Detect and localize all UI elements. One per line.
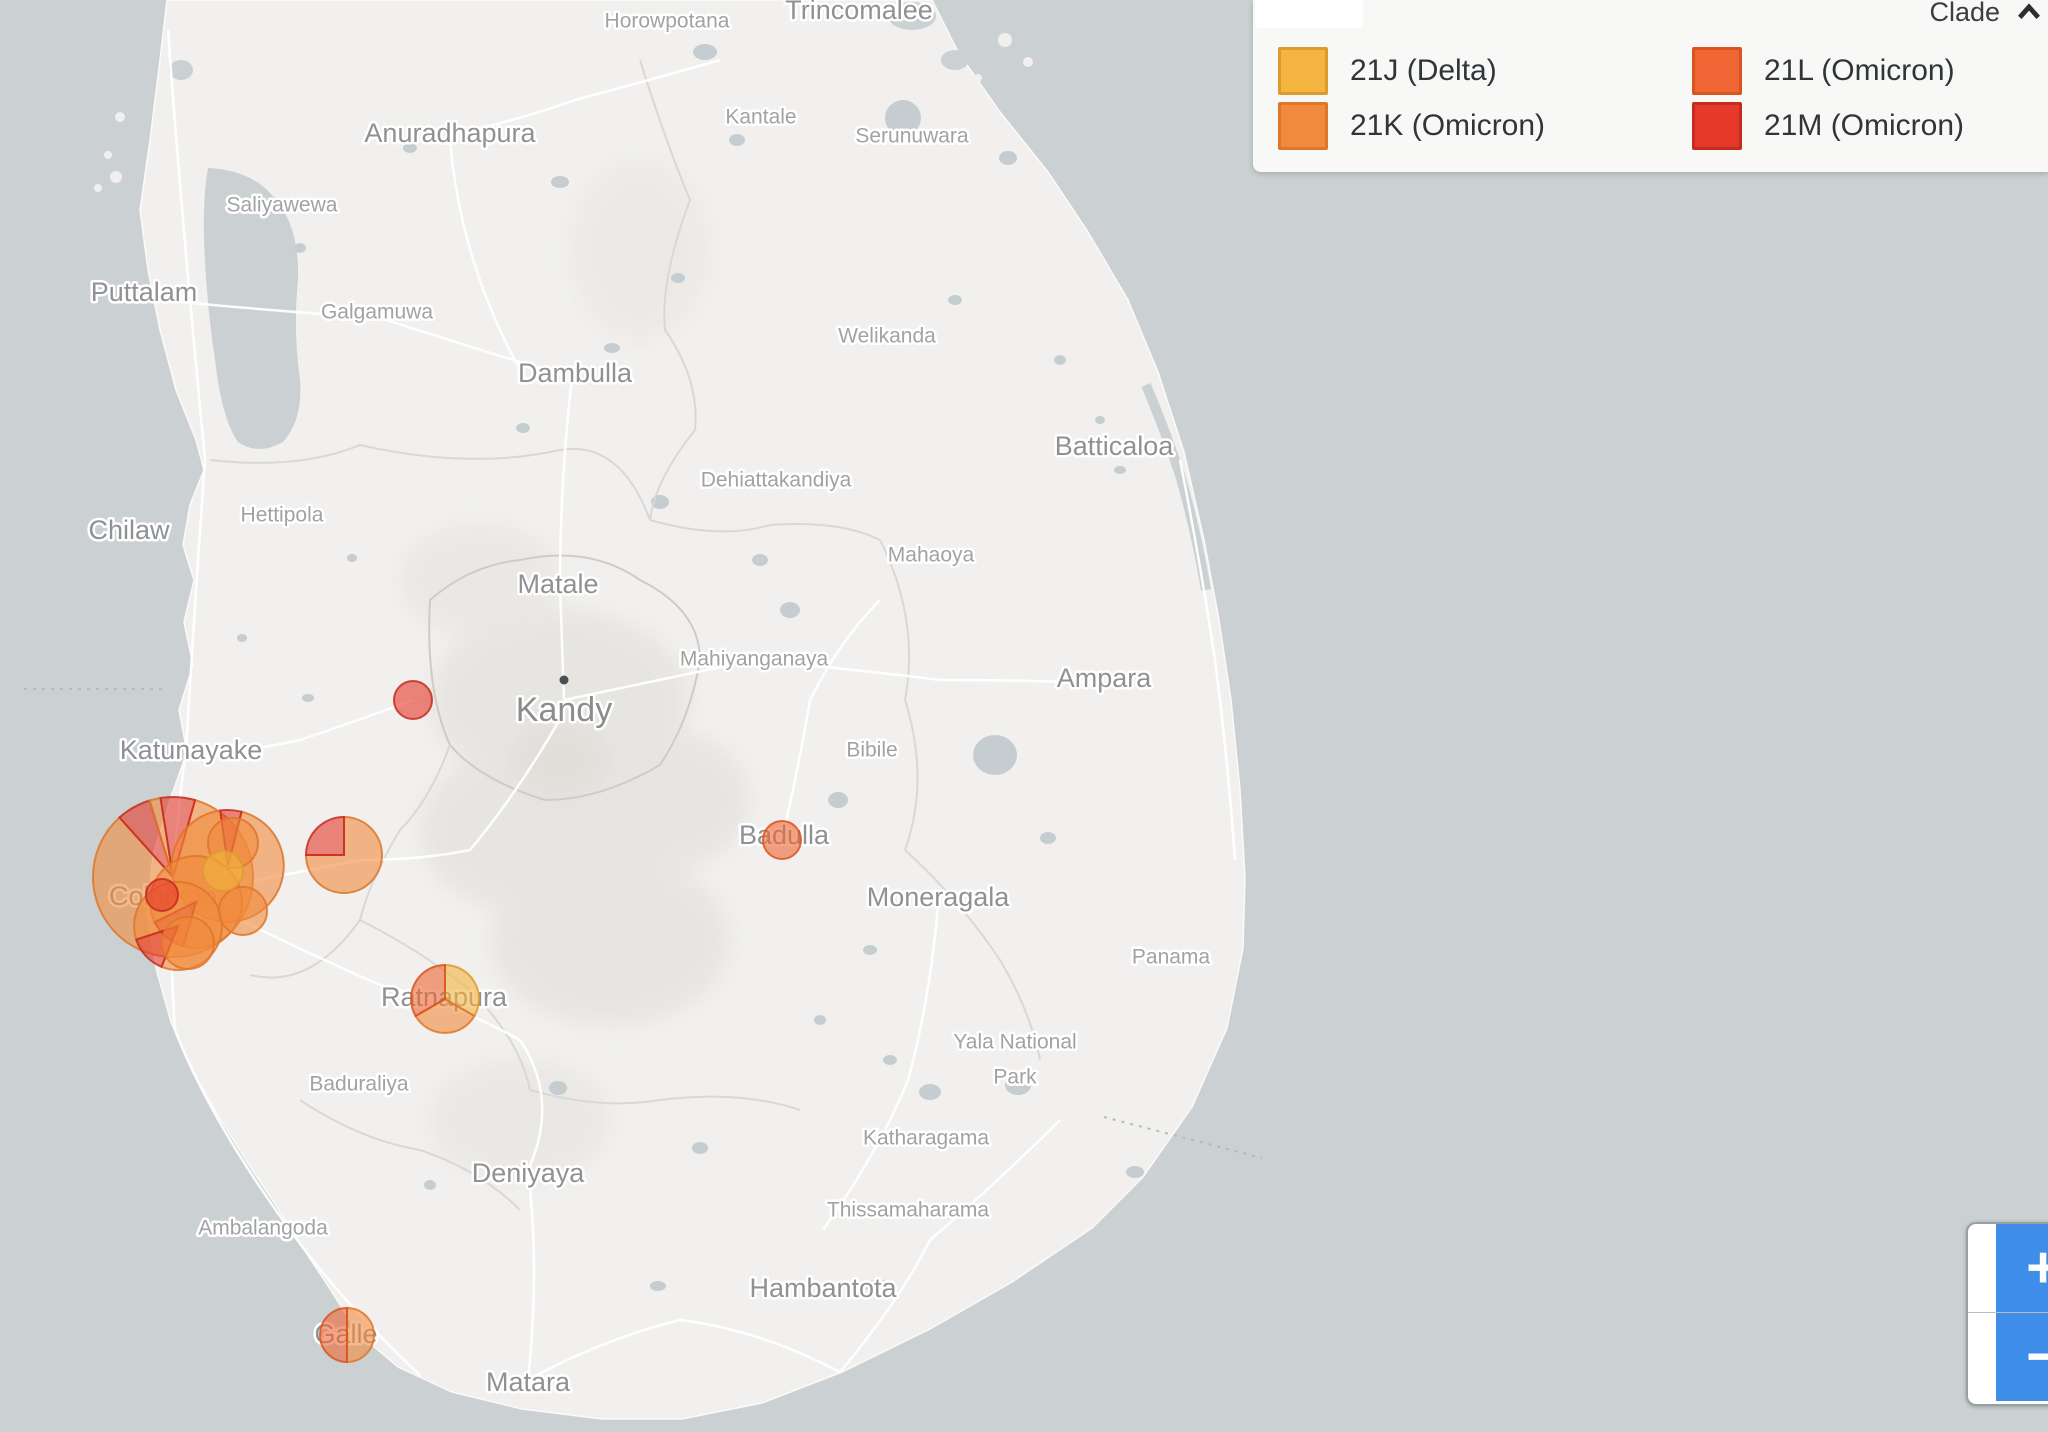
place-label: Hambantota (749, 1273, 897, 1303)
place-label: Katunayake (120, 735, 263, 765)
district-boundaries (209, 59, 1041, 1211)
place-label: Moneragala (867, 882, 1011, 912)
clade-label: 21J (Delta) (1350, 54, 1497, 87)
place-label: Hettipola (241, 504, 324, 527)
clade-color-swatch (1692, 47, 1742, 95)
place-label: Anuradhapura (364, 118, 536, 148)
place-label: Yala National (953, 1031, 1076, 1054)
deme-pie-slice-21L[interactable] (410, 963, 446, 1018)
place-label: Katharagama (863, 1127, 989, 1150)
map-zoom-control: + − (1966, 1222, 2048, 1406)
islets (94, 33, 1177, 615)
clade-legend-panel: Clade 21J (Delta) 21L (Omicron) 21K (Omicr… (1253, 0, 2048, 172)
roads (159, 29, 1237, 1382)
deme-pie-slice-21M[interactable] (393, 680, 433, 720)
place-label: Kantale (725, 106, 796, 129)
place-label: Serunuwara (855, 125, 969, 148)
place-label: Saliyawewa (227, 194, 338, 217)
place-label: Mahiyanganaya (680, 648, 829, 671)
place-label: Welikanda (838, 325, 936, 348)
place-label: Dehiattakandiya (701, 469, 852, 492)
place-label: Dambulla (518, 358, 633, 388)
place-label: Bibile (846, 739, 897, 762)
place-label: Matale (517, 569, 598, 599)
place-label: Baduraliya (309, 1073, 409, 1096)
place-label: Galgamuwa (321, 301, 433, 324)
legend-corner-notch (1255, 0, 1363, 28)
deme-pie-slice-21K[interactable] (304, 815, 383, 894)
place-label: Trincomalee (785, 0, 933, 25)
place-labels: Horowpotana Trincomalee Anuradhapura Kantal… (86, 0, 1213, 1400)
legend-items: 21J (Delta) 21L (Omicron) 21K (Omicron) 21M… (1278, 47, 1964, 150)
clade-demes[interactable] (91, 680, 802, 1364)
place-label: Ampara (1057, 663, 1153, 693)
place-label: Panama (1132, 946, 1211, 969)
zoom-out-button[interactable]: − (1968, 1312, 2048, 1401)
clade-color-swatch (1692, 102, 1742, 150)
legend-title: Clade (1929, 0, 2000, 27)
legend-item-21M[interactable]: 21M (Omicron) (1692, 102, 1964, 150)
city-dot (559, 675, 569, 685)
deme-pie-slice-21J[interactable] (202, 850, 244, 892)
deme-pie-slice-21M[interactable] (145, 878, 179, 912)
place-label: Batticaloa (1055, 431, 1175, 461)
deme-pie-slice-21L[interactable] (319, 1306, 348, 1364)
chevron-up-icon[interactable] (2014, 0, 2044, 26)
place-label: Mahaoya (888, 544, 975, 567)
minus-icon: − (2026, 1328, 2048, 1386)
legend-item-21L[interactable]: 21L (Omicron) (1692, 47, 1964, 95)
graticule-lines (24, 688, 1263, 1159)
deme-pie-slice-21K[interactable] (414, 997, 476, 1034)
clade-label: 21M (Omicron) (1764, 109, 1965, 142)
clade-color-swatch (1278, 102, 1328, 150)
island-landmass (139, 0, 1246, 1420)
deme-pie-slice-21M[interactable] (304, 815, 345, 856)
legend-item-21J[interactable]: 21J (Delta) (1278, 47, 1692, 95)
deme-pie-slice-21M[interactable] (159, 796, 197, 878)
place-label: Kandy (516, 691, 612, 729)
deme-pie-slice-21L[interactable] (762, 820, 802, 860)
zoom-in-button[interactable]: + (1968, 1224, 2048, 1312)
clade-color-swatch (1278, 47, 1328, 95)
place-label: Puttalam (91, 277, 198, 307)
place-label: Matara (486, 1367, 571, 1397)
place-label: Ambalangoda (198, 1217, 328, 1240)
deme-pie-slice-21K[interactable] (218, 886, 268, 936)
place-label: Park (993, 1066, 1037, 1089)
place-label: Deniyaya (472, 1158, 586, 1188)
clade-label: 21K (Omicron) (1350, 109, 1546, 142)
place-label: Thissamaharama (827, 1199, 990, 1222)
deme-pie-slice-21K[interactable] (161, 916, 215, 970)
place-label: Horowpotana (605, 10, 730, 33)
clade-label: 21L (Omicron) (1764, 54, 1955, 87)
terrain-patches (237, 44, 1144, 1292)
place-label: Chilaw (88, 515, 170, 545)
deme-pie-slice-21K[interactable] (346, 1306, 375, 1364)
plus-icon: + (2026, 1239, 2048, 1297)
legend-item-21K[interactable]: 21K (Omicron) (1278, 102, 1692, 150)
